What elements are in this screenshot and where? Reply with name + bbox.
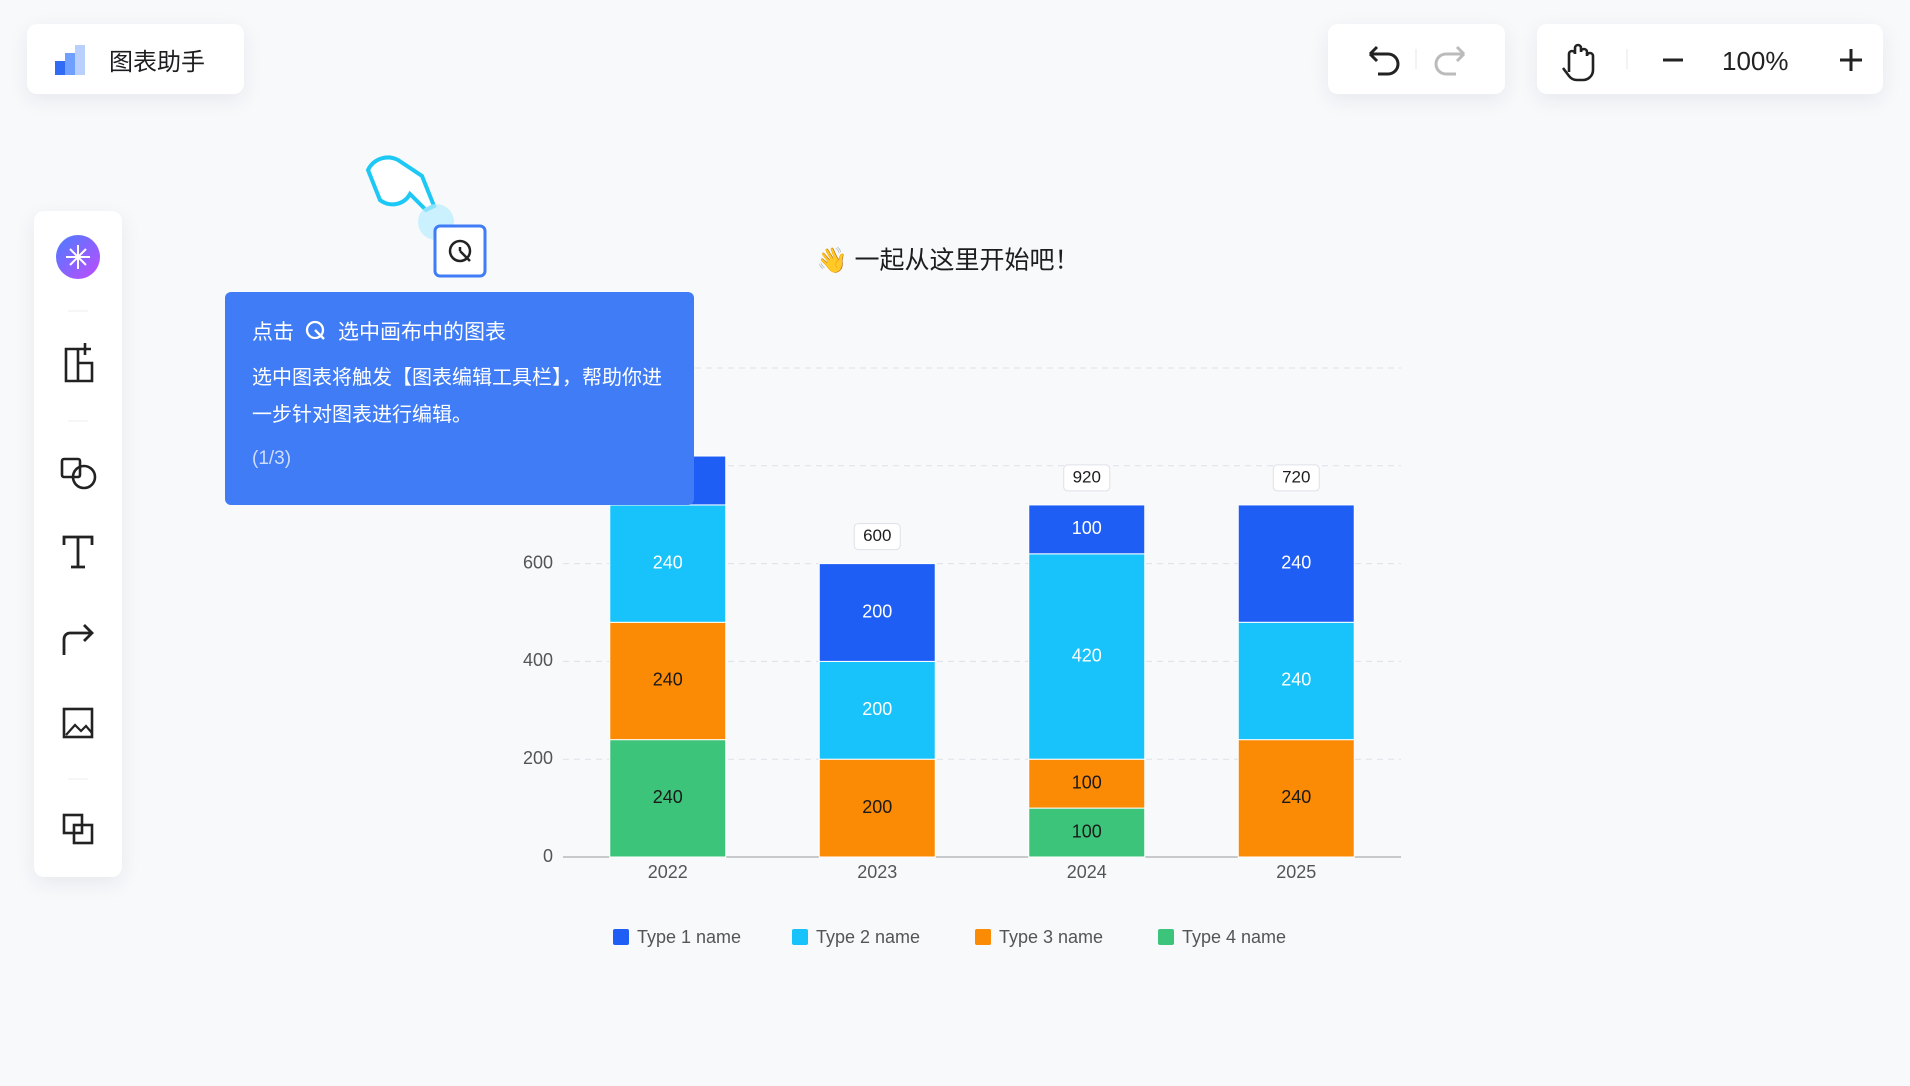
- chart-title: 👋 一起从这里开始吧！: [816, 247, 1079, 276]
- y-tick-label: 600: [523, 552, 553, 572]
- x-tick-label: 2022: [648, 862, 688, 882]
- side-toolbar: [34, 211, 122, 877]
- legend-label: Type 4 name: [1182, 927, 1286, 947]
- bar-segment: [1028, 553, 1146, 760]
- text-tool[interactable]: [62, 535, 94, 569]
- value-label: 200: [862, 797, 892, 817]
- value-label: 240: [653, 552, 683, 572]
- zoom-in[interactable]: [1840, 49, 1862, 71]
- app-header: 图表助手: [27, 24, 244, 94]
- guide-tooltip: 点击 选中画布中的图表 选中图表将触发【图表编辑工具栏】，帮助你进一步针对图表进…: [225, 292, 694, 505]
- bar-segment: [1028, 807, 1146, 858]
- app-title: 图表助手: [109, 48, 205, 76]
- hand-tool[interactable]: [1561, 43, 1595, 82]
- value-label: 240: [653, 787, 683, 807]
- select-icon: [305, 320, 325, 340]
- undo[interactable]: [1368, 45, 1400, 76]
- bar-segment: [818, 758, 936, 858]
- bar-segment: [818, 660, 936, 760]
- bar-segment: [1237, 739, 1355, 858]
- total-box: [853, 523, 901, 551]
- bar-segment: [1028, 504, 1146, 555]
- connector-tool[interactable]: [62, 624, 94, 655]
- image-tool[interactable]: [62, 707, 94, 739]
- history-icons: [1368, 45, 1466, 76]
- total-label: 720: [1282, 467, 1310, 486]
- zoom-icons: [1561, 43, 1862, 82]
- value-label: 100: [1072, 772, 1102, 792]
- value-label: 200: [862, 699, 892, 719]
- y-tick-label: 400: [523, 650, 553, 670]
- x-tick-label: 2023: [857, 862, 897, 882]
- x-tick-label: 2025: [1276, 862, 1316, 882]
- bar-segment: [1237, 621, 1355, 741]
- total-label: 920: [1073, 467, 1101, 486]
- value-label: 100: [1072, 518, 1102, 538]
- side-icons: [56, 235, 100, 845]
- tooltip-body: 选中图表将触发【图表编辑工具栏】，帮助你进一步针对图表进行编辑。: [252, 367, 662, 426]
- app-logo: [55, 45, 85, 75]
- y-tick-label: 200: [523, 748, 553, 768]
- total-label: 600: [863, 526, 891, 545]
- legend-swatch: [975, 929, 991, 945]
- y-tick-label: 0: [543, 846, 553, 866]
- value-label: 240: [653, 670, 683, 690]
- chart-tool[interactable]: [64, 343, 94, 383]
- legend-swatch: [1158, 929, 1174, 945]
- value-label: 420: [1072, 645, 1102, 665]
- bar-segment: [609, 504, 727, 623]
- value-label: 100: [1072, 821, 1102, 841]
- zoom-level: 100%: [1722, 46, 1789, 76]
- bar-segment: [609, 739, 727, 858]
- legend-swatch: [792, 929, 808, 945]
- value-label: 240: [1281, 670, 1311, 690]
- legend-label: Type 1 name: [637, 927, 741, 947]
- legend-label: Type 2 name: [816, 927, 920, 947]
- x-tick-label: 2024: [1067, 862, 1107, 882]
- bar-segment: [609, 621, 727, 741]
- bar-segment: [818, 563, 936, 662]
- tooltip-title-before: 点击: [252, 321, 294, 344]
- bar-segment: [1237, 504, 1355, 623]
- history-bar: [1328, 24, 1505, 94]
- zoom-bar: 100%: [1537, 24, 1883, 94]
- legend-label: Type 3 name: [999, 927, 1103, 947]
- tooltip-step: (1/3): [252, 448, 292, 469]
- pointer-hand: [365, 155, 437, 213]
- bar-segment: [1028, 758, 1146, 809]
- value-label: 240: [1281, 552, 1311, 572]
- legend-swatch: [613, 929, 629, 945]
- total-box: [1272, 464, 1320, 492]
- redo[interactable]: [1434, 45, 1466, 76]
- tooltip-title-after: 选中画布中的图表: [338, 321, 506, 344]
- value-label: 200: [862, 601, 892, 621]
- value-label: 240: [1281, 787, 1311, 807]
- total-box: [1063, 464, 1111, 492]
